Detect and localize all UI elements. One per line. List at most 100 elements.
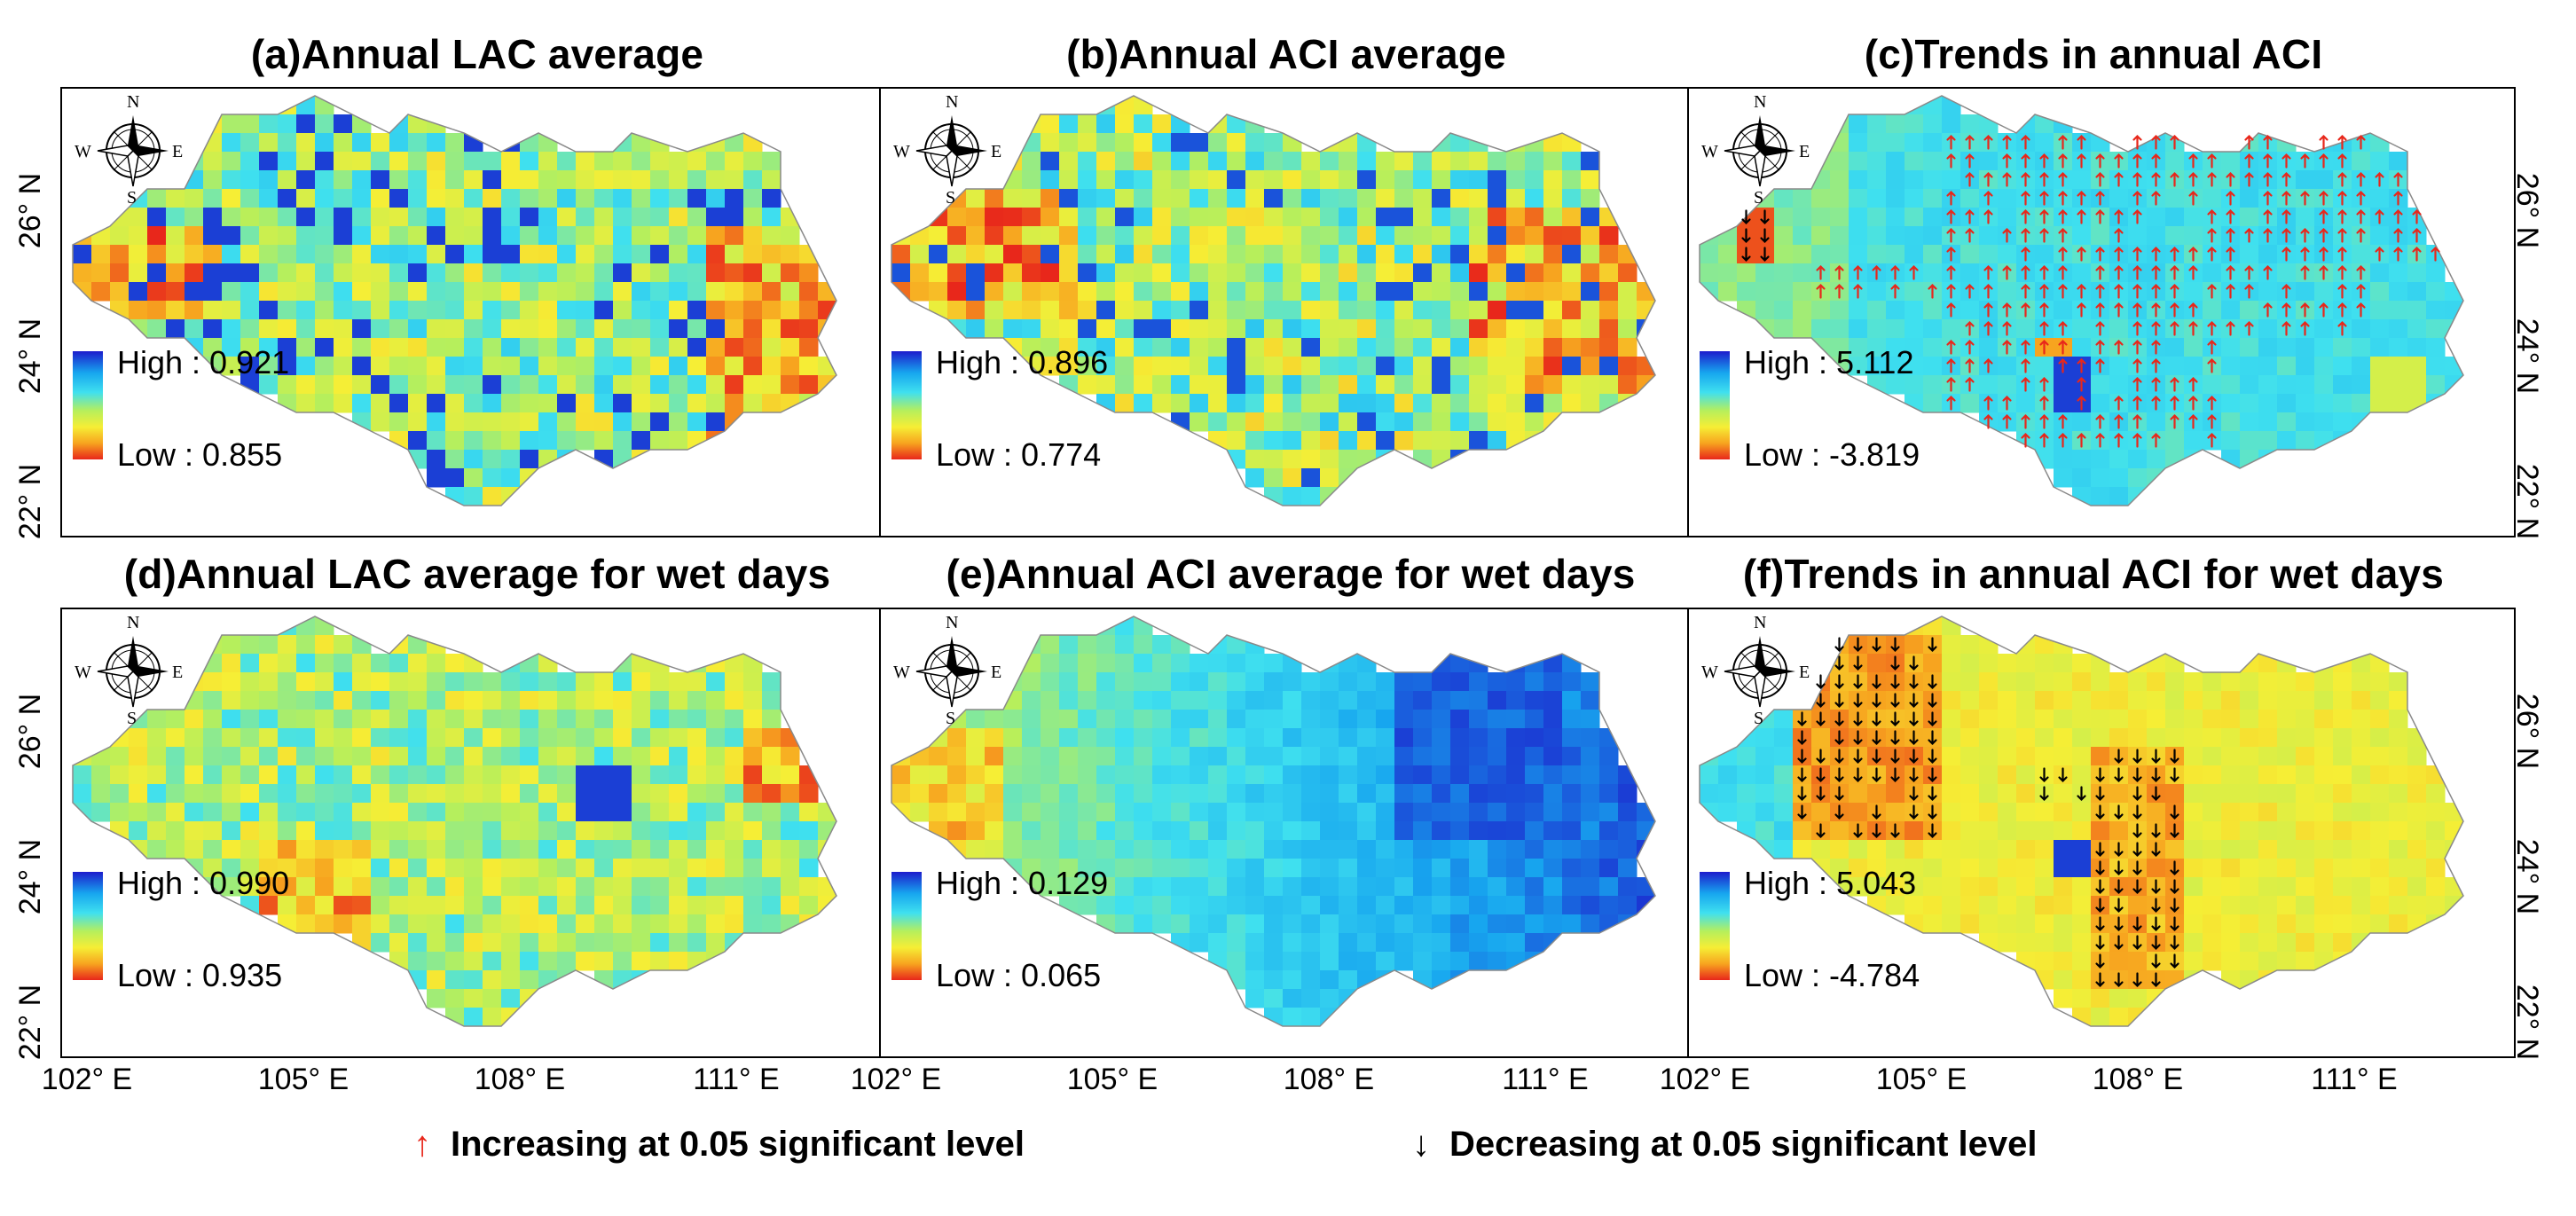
map-cell: [445, 431, 465, 451]
map-cell: [557, 394, 577, 413]
map-cell: [2035, 245, 2054, 264]
map-cell: [2352, 375, 2371, 395]
map-cell: [743, 728, 763, 748]
map-cell: [1506, 263, 1526, 283]
map-cell: [1096, 765, 1116, 785]
map-cell: [1264, 170, 1284, 190]
map-cell: [166, 282, 185, 302]
map-cell: [1488, 245, 1507, 264]
map-cell: [632, 412, 651, 432]
map-cell: [1190, 412, 1209, 432]
map-cell: [1432, 803, 1451, 822]
map-cell: [2296, 412, 2315, 432]
map-cell: [1581, 282, 1600, 302]
map-cell: [1960, 914, 1980, 934]
map-cell: [1041, 691, 1060, 710]
legend-low-value: Low : 0.774: [936, 436, 1102, 473]
decreasing-arrow-icon: [1797, 786, 1807, 802]
map-cell: [203, 170, 223, 190]
map-cell: [1562, 208, 1582, 227]
map-cell: [278, 914, 297, 934]
map-cell: [2184, 784, 2203, 804]
map-cell: [1208, 375, 1228, 395]
map-cell: [538, 710, 558, 729]
map-cell: [1115, 114, 1135, 134]
map-cell: [1469, 672, 1488, 692]
map-cell: [464, 840, 483, 859]
decreasing-arrow-icon: [1741, 228, 1751, 244]
map-cell: [203, 803, 223, 822]
map-cell: [278, 152, 297, 171]
map-cell: [1413, 245, 1433, 264]
map-cell: [1413, 877, 1433, 897]
map-cell: [557, 765, 577, 785]
map-cell: [1618, 319, 1637, 339]
map-cell: [669, 933, 688, 953]
increasing-arrow-icon: [2151, 190, 2161, 206]
map-cells: [891, 96, 1655, 506]
lon-label-102-c: 102° E: [1659, 1063, 1751, 1096]
map-cell: [1506, 877, 1526, 897]
map-cell: [947, 226, 967, 246]
map-cell: [2352, 394, 2371, 413]
increasing-arrow-icon: [2114, 302, 2124, 318]
map-cell: [594, 728, 614, 748]
map-cell: [296, 189, 316, 208]
map-cell: [427, 654, 446, 673]
map-cell: [1264, 375, 1284, 395]
map-cell: [371, 803, 390, 822]
map-cell: [706, 840, 726, 859]
map-cell: [2407, 728, 2427, 748]
map-cell: [240, 635, 260, 655]
map-cell: [1525, 896, 1544, 915]
decreasing-arrow-icon: [2132, 916, 2142, 932]
map-cell: [1905, 152, 1924, 171]
map-cell: [2221, 747, 2241, 766]
map-cell: [1979, 226, 1999, 246]
map-cell: [1562, 263, 1582, 283]
map-cell: [1115, 208, 1135, 227]
map-cell: [315, 301, 334, 320]
increasing-arrow-icon: [2207, 395, 2217, 411]
map-cell: [278, 896, 297, 915]
map-cell: [334, 691, 353, 710]
map-cell: [315, 375, 334, 395]
map-cell: [1469, 933, 1488, 953]
decreasing-arrow-icon: [2095, 879, 2105, 895]
increasing-arrow-icon: [2021, 376, 2030, 392]
map-cell: [315, 914, 334, 934]
map-cell: [427, 859, 446, 878]
map-cell: [1003, 747, 1023, 766]
map-cell: [315, 263, 334, 283]
map-cell: [2277, 840, 2297, 859]
panel-e-title: (e)Annual ACI average for wet days: [946, 551, 1636, 597]
map-cell: [2054, 989, 2073, 1008]
map-cell: [222, 226, 241, 246]
increasing-arrow-icon: [2356, 190, 2366, 206]
map-cell: [166, 226, 185, 246]
map-cell: [1171, 208, 1190, 227]
map-cell: [725, 282, 744, 302]
map-cell: [1320, 431, 1339, 451]
map-cell: [147, 282, 167, 302]
map-cell: [2184, 747, 2203, 766]
map-cell: [743, 170, 763, 190]
map-cell: [1774, 821, 1794, 841]
map-cell: [1301, 765, 1321, 785]
map-cell: [427, 189, 446, 208]
map-cell: [166, 245, 185, 264]
map-cell: [1208, 821, 1228, 841]
map-cell: [1041, 114, 1060, 134]
map-cell: [2240, 189, 2259, 208]
map-cell: [501, 170, 521, 190]
map-cell: [1376, 877, 1395, 897]
map-cell: [166, 301, 185, 320]
map-cell: [278, 877, 297, 897]
map-cell: [2352, 821, 2371, 841]
map-cell: [296, 375, 316, 395]
map-cell: [2054, 691, 2073, 710]
map-cell: [725, 152, 744, 171]
map-cell: [1718, 245, 1738, 264]
increasing-arrow-icon: [2151, 153, 2161, 169]
increasing-arrow-icon: [2151, 283, 2161, 299]
